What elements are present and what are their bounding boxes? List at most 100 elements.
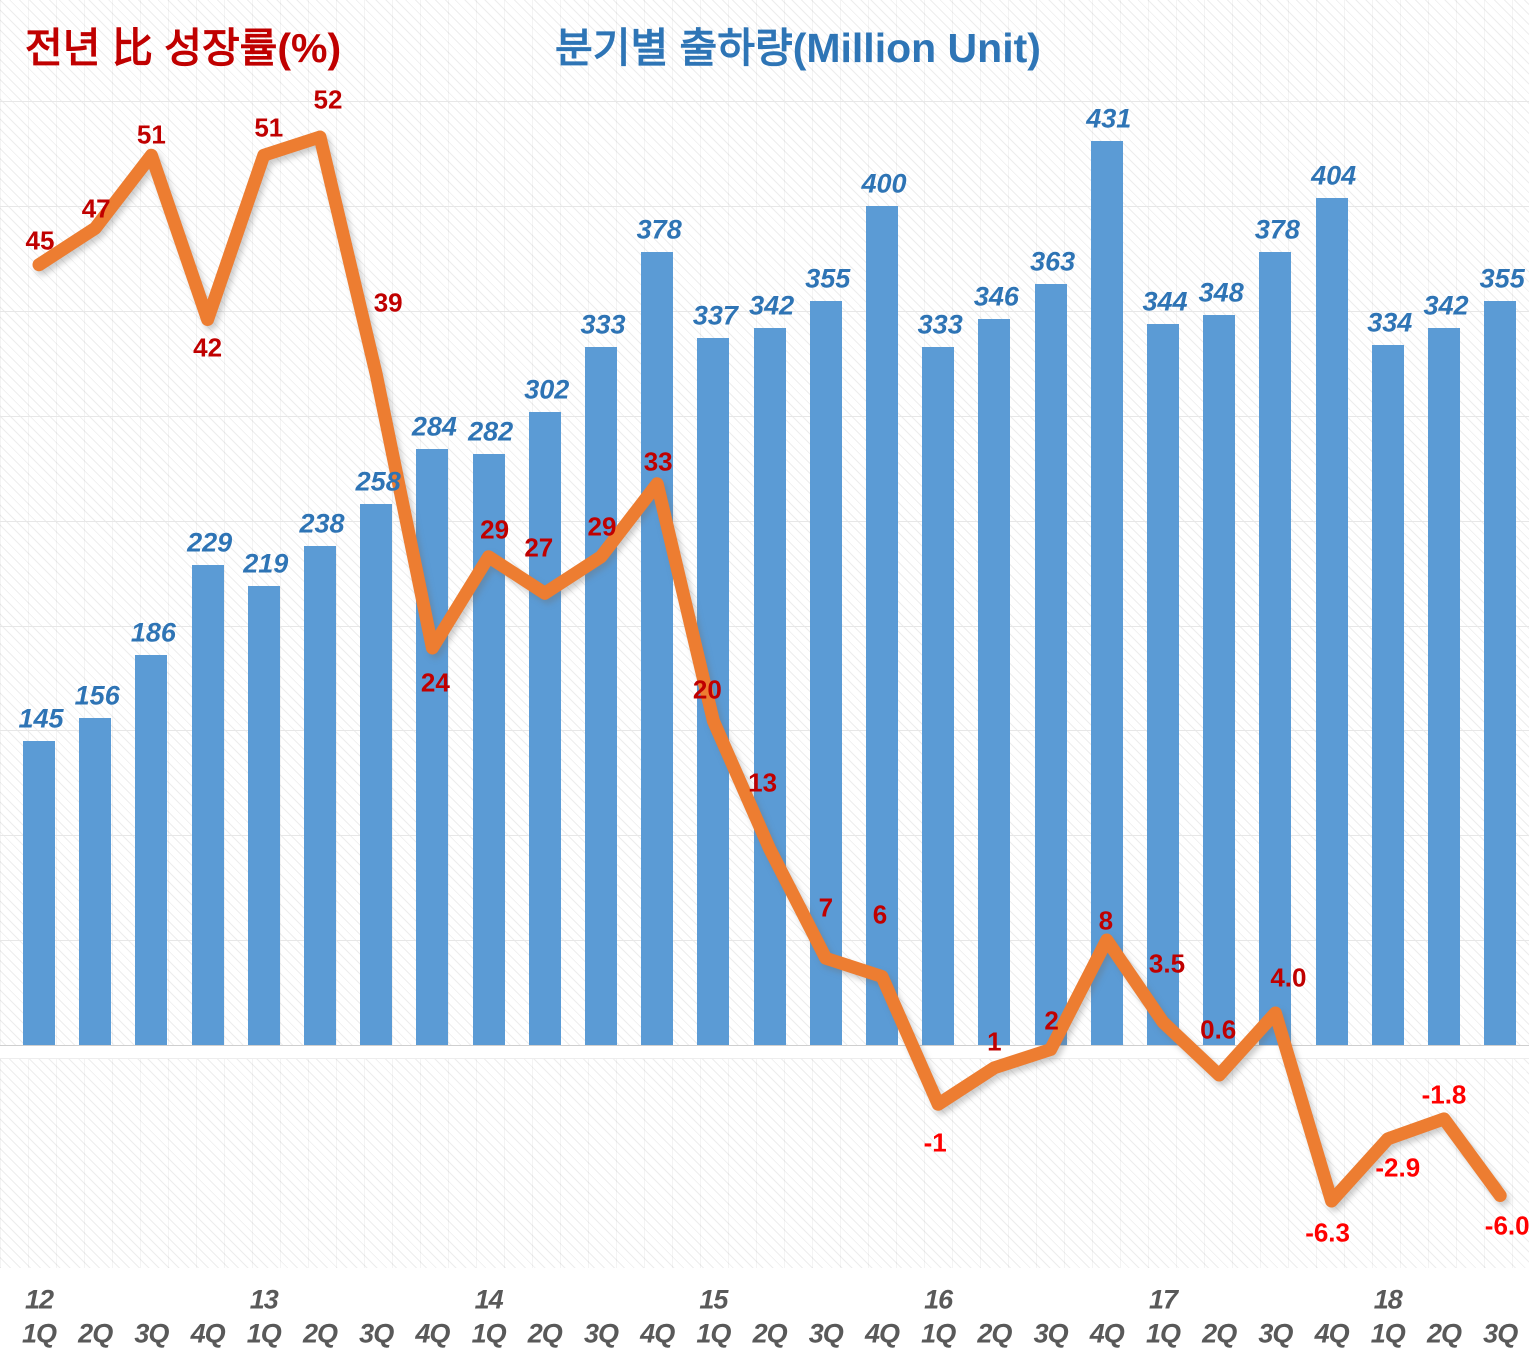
growth-value-label: 7: [818, 892, 834, 923]
shipment-bar: [1259, 252, 1292, 1045]
shipment-value-label: 219: [243, 548, 289, 579]
shipment-bar: [416, 449, 449, 1045]
growth-value-label: -6.0: [1484, 1210, 1529, 1240]
shipment-bar: [1428, 327, 1460, 1045]
shipment-value-label: 337: [692, 300, 738, 331]
x-axis-quarter-label: 4Q: [1089, 1318, 1125, 1349]
x-axis-quarter-label: 2Q: [302, 1318, 338, 1349]
shipment-value-label: 431: [1086, 103, 1132, 134]
growth-value-label: 2: [1044, 1005, 1059, 1035]
x-axis-quarter-label: 4Q: [1314, 1318, 1350, 1349]
shipment-bar: [922, 346, 955, 1045]
x-axis-quarter-label: 1Q: [696, 1318, 731, 1349]
shipment-value-label: 334: [1367, 307, 1413, 338]
shipment-value-label: 355: [805, 263, 851, 294]
shipment-value-label: 258: [355, 466, 401, 497]
x-axis-quarter-label: 2Q: [1426, 1318, 1462, 1349]
gridline: [0, 101, 1529, 103]
shipment-bar: [1371, 344, 1404, 1045]
x-axis-year-label: 13: [249, 1284, 279, 1315]
shipment-bar: [1484, 300, 1517, 1045]
x-axis-quarter-label: 2Q: [527, 1318, 563, 1349]
x-axis-year-label: 12: [24, 1284, 54, 1315]
shipment-value-label: 186: [130, 617, 176, 648]
growth-value-label: 13: [748, 767, 778, 798]
x-axis-quarter-label: 2Q: [78, 1318, 113, 1349]
shipment-value-label: 342: [749, 290, 795, 321]
shipment-bar: [585, 346, 617, 1045]
growth-value-label: 3.5: [1148, 948, 1186, 979]
growth-value-label: 51: [254, 112, 284, 143]
shipment-value-label: 378: [1254, 214, 1300, 245]
shipment-value-label: 348: [1198, 277, 1244, 308]
growth-value-label: -1.8: [1421, 1079, 1467, 1110]
growth-value-label: 29: [587, 511, 617, 542]
shipment-value-label: 342: [1423, 290, 1469, 321]
growth-value-label: 20: [692, 674, 722, 705]
growth-value-label: 51: [136, 119, 166, 150]
growth-value-label: 27: [524, 532, 554, 563]
x-axis-quarter-label: 1Q: [246, 1318, 282, 1349]
x-axis-quarter-label: 1Q: [21, 1318, 57, 1349]
shipment-bar: [1203, 315, 1236, 1045]
shipment-value-label: 333: [917, 309, 963, 340]
shipment-value-label: 284: [411, 411, 457, 442]
x-axis-year-label: 14: [474, 1284, 504, 1315]
shipment-value-label: 404: [1311, 160, 1357, 191]
shipment-bar: [360, 503, 393, 1045]
growth-value-label: 8: [1098, 905, 1114, 936]
shipment-value-label: 145: [18, 703, 64, 734]
x-axis-quarter-label: 3Q: [583, 1318, 619, 1349]
growth-value-label: 0.6: [1200, 1014, 1237, 1045]
x-axis-quarter-label: 1Q: [1370, 1318, 1406, 1349]
x-axis-quarter-label: 3Q: [134, 1318, 169, 1349]
shipment-bar: [247, 585, 280, 1045]
shipment-value-label: 363: [1030, 246, 1076, 277]
shipment-bar: [1034, 283, 1067, 1045]
shipment-value-label: 156: [74, 680, 120, 711]
x-axis-quarter-label: 1Q: [921, 1318, 956, 1349]
shipment-bar: [809, 300, 842, 1045]
shipment-value-label: 302: [524, 374, 570, 405]
shipment-value-label: 333: [580, 309, 626, 340]
growth-value-label: -6.3: [1305, 1217, 1350, 1248]
x-axis-year-label: 15: [699, 1284, 728, 1315]
shipment-bar: [528, 411, 561, 1045]
shipment-bar: [23, 740, 55, 1045]
shipment-bar: [79, 717, 112, 1045]
x-axis-quarter-label: 3Q: [1483, 1318, 1518, 1349]
growth-value-label: -1: [923, 1127, 947, 1158]
growth-value-label: 6: [872, 899, 888, 929]
x-axis-quarter-label: 2Q: [1202, 1318, 1237, 1349]
growth-value-label: 29: [480, 514, 510, 545]
growth-value-label: 24: [420, 667, 450, 698]
growth-value-label: 47: [81, 193, 111, 224]
growth-value-label: 1: [987, 1026, 1002, 1057]
shipment-value-label: 346: [973, 281, 1019, 312]
x-axis-quarter-label: 4Q: [415, 1318, 450, 1349]
growth-value-label: -2.9: [1375, 1152, 1421, 1183]
x-axis-quarter-label: 3Q: [808, 1318, 844, 1349]
growth-value-label: 45: [25, 225, 55, 256]
shipment-bar: [191, 564, 224, 1045]
x-axis-quarter-label: 4Q: [640, 1318, 675, 1349]
shipment-bar: [641, 252, 674, 1045]
shipment-bar: [978, 319, 1011, 1045]
shipment-bar: [1315, 197, 1348, 1045]
x-axis-quarter-label: 2Q: [977, 1318, 1012, 1349]
x-axis-quarter-label: 3Q: [1258, 1318, 1293, 1349]
shipment-bar: [304, 545, 336, 1045]
growth-value-label: 39: [373, 287, 403, 318]
growth-value-label: 4.0: [1270, 962, 1307, 993]
x-axis-quarter-label: 1Q: [471, 1318, 507, 1349]
chart-title-shipments: 분기별 출하량(Million Unit): [555, 25, 1041, 71]
x-axis-year-label: 18: [1373, 1284, 1403, 1315]
shipment-value-label: 400: [861, 168, 907, 199]
shipment-bar: [1147, 323, 1179, 1045]
x-axis-quarter-label: 4Q: [864, 1318, 900, 1349]
shipment-value-label: 282: [468, 416, 514, 447]
growth-value-label: 52: [313, 84, 343, 115]
x-axis-quarter-label: 4Q: [190, 1318, 226, 1349]
x-axis-quarter-label: 2Q: [752, 1318, 788, 1349]
shipment-bar: [753, 327, 786, 1045]
